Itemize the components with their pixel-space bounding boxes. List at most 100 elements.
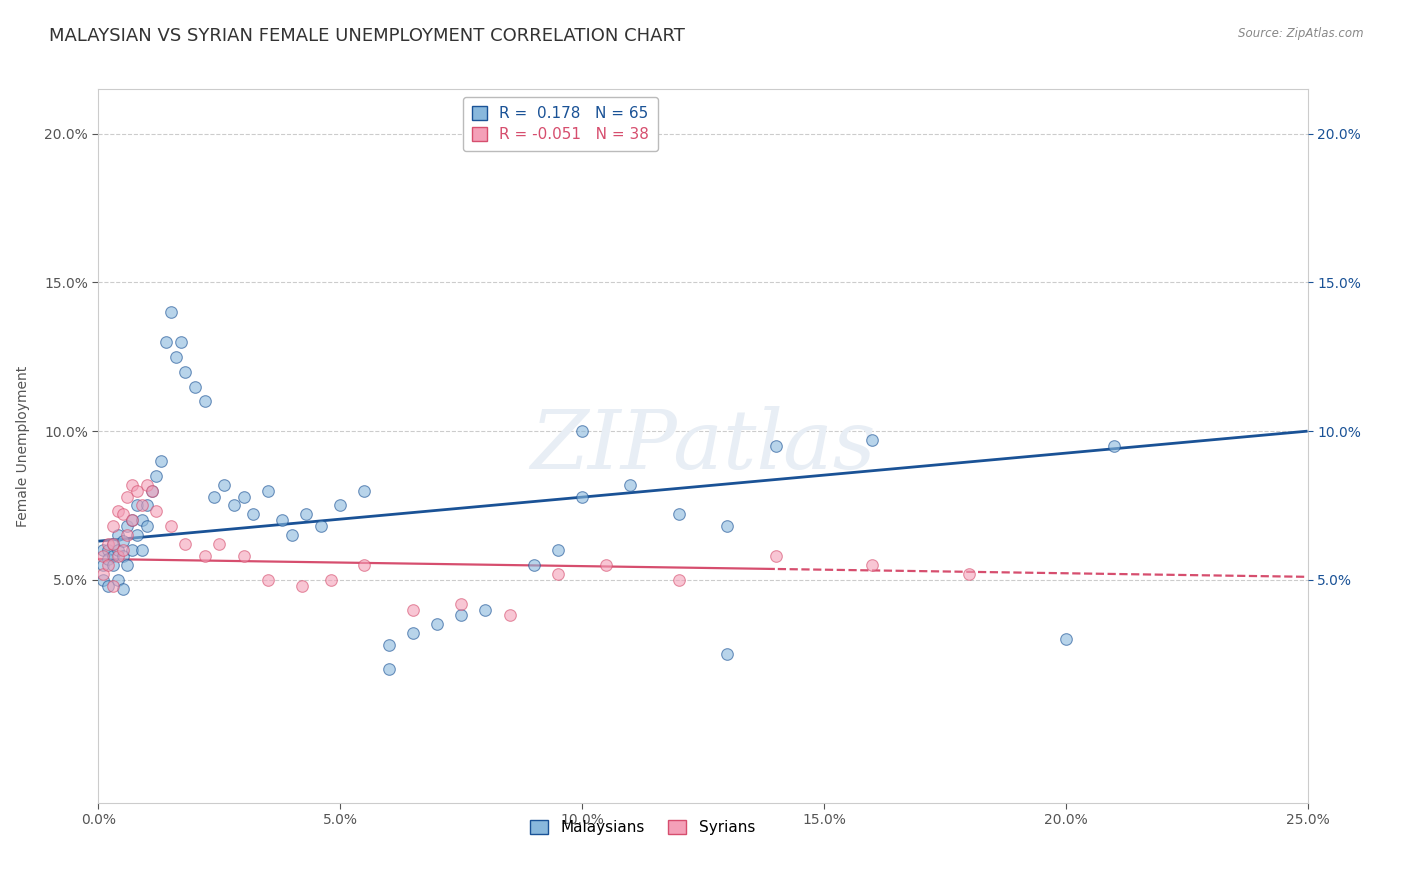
- Point: [668, 573, 690, 587]
- Point: [131, 513, 153, 527]
- Point: [165, 350, 187, 364]
- Point: [155, 334, 177, 349]
- Point: [619, 477, 641, 491]
- Point: [121, 513, 143, 527]
- Point: [131, 543, 153, 558]
- Point: [97, 552, 120, 566]
- Point: [281, 528, 304, 542]
- Point: [101, 537, 124, 551]
- Point: [121, 477, 143, 491]
- Text: ZIPatlas: ZIPatlas: [530, 406, 876, 486]
- Point: [169, 334, 191, 349]
- Point: [271, 513, 294, 527]
- Point: [402, 626, 425, 640]
- Point: [117, 528, 139, 542]
- Point: [426, 617, 449, 632]
- Point: [309, 519, 332, 533]
- Point: [571, 424, 593, 438]
- Point: [208, 537, 231, 551]
- Point: [547, 543, 569, 558]
- Point: [107, 573, 129, 587]
- Point: [111, 508, 134, 522]
- Point: [141, 483, 163, 498]
- Point: [242, 508, 264, 522]
- Point: [141, 483, 163, 498]
- Point: [595, 558, 617, 572]
- Point: [97, 543, 120, 558]
- Point: [160, 305, 183, 319]
- Point: [101, 537, 124, 551]
- Point: [957, 566, 980, 581]
- Point: [194, 394, 217, 409]
- Point: [117, 558, 139, 572]
- Point: [131, 499, 153, 513]
- Point: [232, 490, 254, 504]
- Point: [256, 573, 278, 587]
- Point: [135, 499, 157, 513]
- Point: [101, 519, 124, 533]
- Point: [174, 365, 197, 379]
- Point: [117, 490, 139, 504]
- Point: [121, 543, 143, 558]
- Point: [107, 528, 129, 542]
- Point: [91, 549, 114, 563]
- Text: Source: ZipAtlas.com: Source: ZipAtlas.com: [1239, 27, 1364, 40]
- Point: [860, 433, 883, 447]
- Point: [1102, 439, 1125, 453]
- Point: [91, 558, 114, 572]
- Point: [145, 504, 167, 518]
- Text: MALAYSIAN VS SYRIAN FEMALE UNEMPLOYMENT CORRELATION CHART: MALAYSIAN VS SYRIAN FEMALE UNEMPLOYMENT …: [49, 27, 685, 45]
- Point: [97, 558, 120, 572]
- Point: [716, 519, 738, 533]
- Point: [101, 579, 124, 593]
- Point: [107, 543, 129, 558]
- Point: [1054, 632, 1077, 647]
- Point: [101, 549, 124, 563]
- Point: [101, 558, 124, 572]
- Point: [111, 543, 134, 558]
- Point: [111, 582, 134, 596]
- Point: [121, 513, 143, 527]
- Point: [860, 558, 883, 572]
- Point: [222, 499, 245, 513]
- Point: [160, 519, 183, 533]
- Point: [91, 573, 114, 587]
- Point: [174, 537, 197, 551]
- Point: [127, 499, 149, 513]
- Point: [135, 477, 157, 491]
- Point: [212, 477, 235, 491]
- Point: [353, 558, 375, 572]
- Point: [97, 579, 120, 593]
- Point: [111, 534, 134, 549]
- Point: [571, 490, 593, 504]
- Point: [765, 439, 787, 453]
- Point: [127, 483, 149, 498]
- Point: [523, 558, 546, 572]
- Point: [256, 483, 278, 498]
- Point: [97, 537, 120, 551]
- Point: [117, 519, 139, 533]
- Point: [716, 647, 738, 661]
- Point: [353, 483, 375, 498]
- Point: [547, 566, 569, 581]
- Point: [450, 608, 472, 623]
- Point: [668, 508, 690, 522]
- Point: [329, 499, 352, 513]
- Point: [150, 454, 173, 468]
- Point: [107, 504, 129, 518]
- Point: [111, 549, 134, 563]
- Point: [91, 566, 114, 581]
- Point: [145, 468, 167, 483]
- Point: [377, 662, 399, 676]
- Point: [450, 597, 472, 611]
- Point: [474, 602, 496, 616]
- Point: [107, 549, 129, 563]
- Point: [295, 508, 318, 522]
- Legend: Malaysians, Syrians: Malaysians, Syrians: [524, 814, 761, 841]
- Point: [232, 549, 254, 563]
- Point: [402, 602, 425, 616]
- Point: [127, 528, 149, 542]
- Point: [498, 608, 520, 623]
- Point: [377, 638, 399, 652]
- Point: [204, 490, 226, 504]
